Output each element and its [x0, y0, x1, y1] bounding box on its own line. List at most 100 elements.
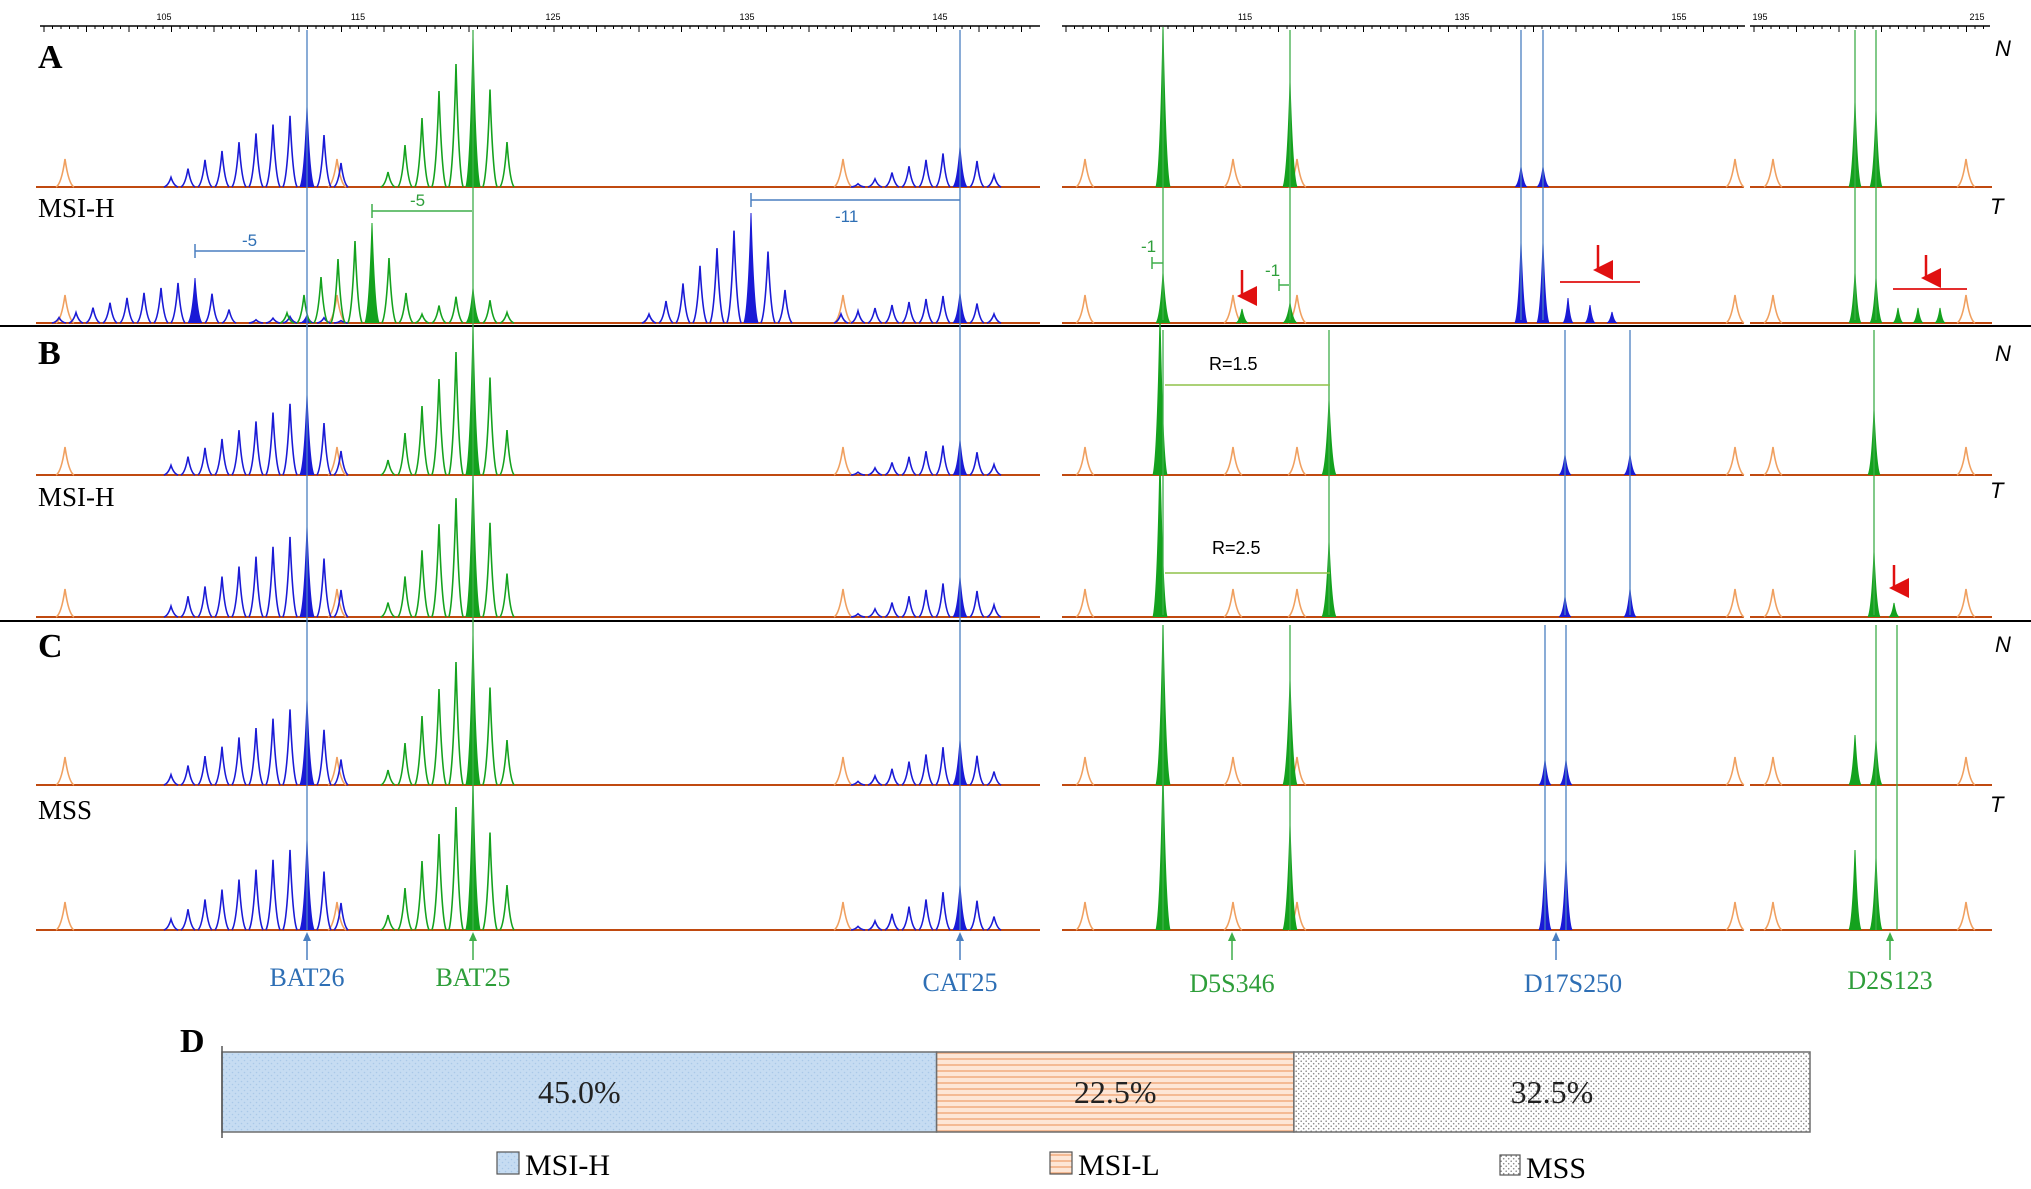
- msi-status-stacked-bar: 45.0% 22.5% 32.5%: [221, 1046, 1811, 1138]
- trace-peak: [282, 314, 298, 324]
- trace-peak: [231, 142, 247, 188]
- trace-peak: [316, 316, 332, 324]
- trace-peak: [397, 576, 413, 618]
- trace-peak: [1223, 588, 1243, 618]
- trace-row: [36, 624, 1992, 786]
- legend-label: MSI-H: [525, 1149, 610, 1182]
- trace-peak: [397, 144, 413, 188]
- trace-peak: [153, 287, 169, 324]
- trace-peak: [414, 405, 430, 476]
- trace-peak: [248, 421, 264, 476]
- trace-peak: [381, 257, 397, 324]
- trace-peak: [197, 159, 213, 188]
- trace-peak: [380, 602, 396, 618]
- marker-arrowhead: [1228, 932, 1236, 941]
- shift-label: -5: [410, 191, 425, 210]
- trace-peak: [499, 429, 515, 476]
- trace-peak: [850, 612, 866, 618]
- trace-peak: [918, 899, 934, 931]
- shift-bracket-d5s346-2: -1: [1265, 261, 1289, 291]
- shift-label: -11: [835, 207, 858, 226]
- shift-label: -1: [1141, 237, 1156, 256]
- trace-peak: [482, 377, 498, 476]
- trace-peak: [1956, 294, 1976, 324]
- trace-peak: [1725, 901, 1745, 931]
- trace-peak: [282, 709, 298, 786]
- legend-item-msi-l: MSI-L: [1049, 1149, 1160, 1182]
- trace-peak: [214, 438, 230, 476]
- trace-peak: [969, 160, 985, 188]
- ratio-label: R=2.5: [1212, 538, 1261, 558]
- trace-peak: [448, 351, 464, 476]
- trace-peak: [163, 603, 179, 618]
- trace-peak: [1562, 297, 1574, 324]
- trace-peak: [180, 909, 196, 931]
- trace-peak: [482, 300, 498, 324]
- trace-peak: [901, 301, 917, 324]
- trace-peak: [884, 768, 900, 786]
- trace-peak: [214, 576, 230, 618]
- trace-peak: [969, 452, 985, 476]
- trace-peak: [431, 688, 447, 786]
- panel-letter-c: C: [38, 628, 63, 665]
- trace-peak: [884, 462, 900, 476]
- allele-guide-lines: [306, 30, 1898, 930]
- trace-peak: [482, 522, 498, 618]
- trace-peak: [282, 536, 298, 618]
- trace-peak: [935, 445, 951, 476]
- trace-peak: [867, 307, 883, 324]
- trace-peak: [850, 780, 866, 786]
- trace-peak: [969, 755, 985, 786]
- trace-peak: [85, 307, 101, 324]
- trace-peak: [333, 162, 349, 188]
- trace-peak: [265, 124, 281, 188]
- trace-peak: [197, 447, 213, 476]
- trace-peak: [1956, 588, 1976, 618]
- trace-peak: [986, 171, 1002, 188]
- trace-peak: [414, 117, 430, 188]
- trace-peak: [170, 282, 186, 324]
- tick-label: 145: [932, 12, 947, 22]
- trace-peak: [316, 422, 332, 476]
- trace-peak: [414, 715, 430, 786]
- trace-peak: [333, 589, 349, 618]
- trace-peak: [214, 746, 230, 786]
- trace-peak: [68, 309, 84, 324]
- trace-peak: [969, 900, 985, 931]
- trace-peak: [380, 769, 396, 786]
- status-label-b: MSI-H: [38, 482, 115, 512]
- normal-tag-b: N: [1995, 341, 2011, 366]
- trace-peak: [163, 174, 179, 188]
- trace-peak: [448, 806, 464, 931]
- status-label-c: MSS: [38, 795, 92, 825]
- panel-letter-a: A: [38, 39, 63, 76]
- bar-value-label: 22.5%: [1074, 1074, 1157, 1110]
- trace-peak: [833, 311, 849, 324]
- trace-peak: [1956, 446, 1976, 476]
- bar-value-label: 32.5%: [1511, 1074, 1594, 1110]
- trace-peak: [884, 304, 900, 324]
- trace-peak: [1075, 901, 1095, 931]
- trace-peak: [316, 729, 332, 786]
- legend-swatch: [1049, 1151, 1073, 1175]
- trace-row: [36, 212, 1992, 324]
- trace-peak: [901, 456, 917, 476]
- trace-peak: [1235, 308, 1249, 324]
- trace-peak: [296, 294, 312, 324]
- trace-peak: [1763, 901, 1783, 931]
- bar-segment: [221, 1051, 938, 1133]
- trace-peak: [901, 906, 917, 931]
- trace-peak: [1888, 602, 1900, 618]
- trace-peak: [265, 718, 281, 786]
- trace-peak: [850, 182, 866, 188]
- shift-bracket-bat26: -5: [194, 231, 305, 258]
- trace-peak: [850, 307, 866, 324]
- trace-peak: [1848, 849, 1862, 931]
- trace-peak: [884, 172, 900, 188]
- marker-arrowhead: [1552, 932, 1560, 941]
- trace-peak: [180, 456, 196, 476]
- trace-peak: [777, 289, 793, 324]
- marker-arrowhead: [469, 932, 477, 941]
- trace-peak: [414, 550, 430, 618]
